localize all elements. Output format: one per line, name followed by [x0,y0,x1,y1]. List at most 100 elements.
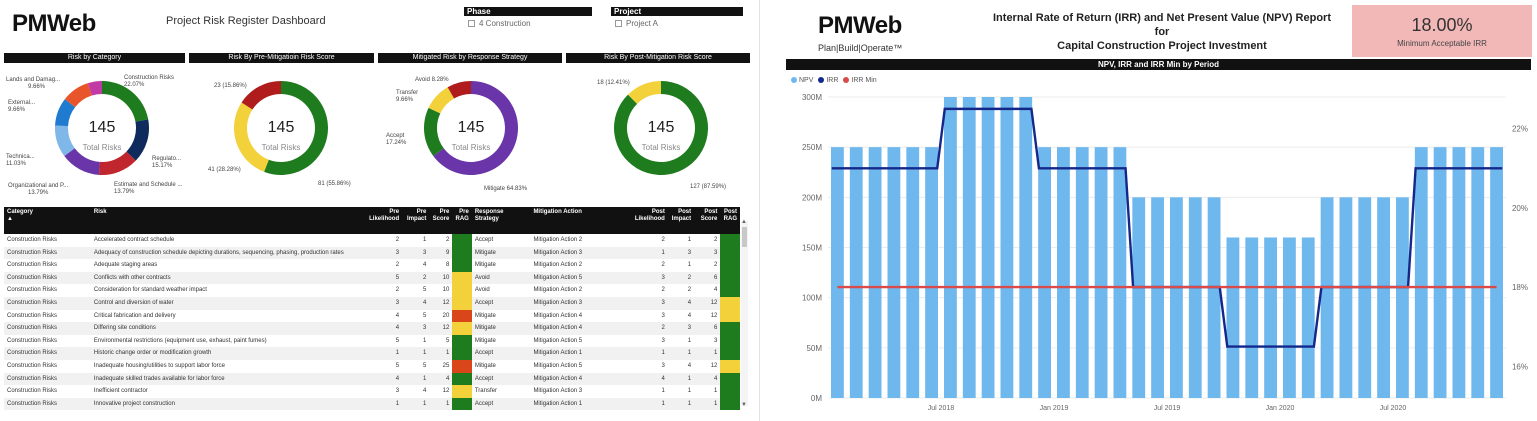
scroll-down-icon[interactable]: ▼ [741,402,747,408]
npv-bar[interactable] [1490,147,1503,398]
table-row[interactable]: Construction Risks Innovative project con… [4,397,740,411]
col-post-impact[interactable]: Post Impact [671,209,692,222]
npv-bar[interactable] [1000,97,1014,398]
npv-bar[interactable] [849,147,863,398]
legend-npv[interactable]: NPV [799,77,814,84]
npv-bar[interactable] [1019,97,1033,398]
table-row[interactable]: Construction Risks Inadequate housing/uti… [4,359,740,373]
cell-category: Construction Risks [7,262,58,269]
table-row[interactable]: Construction Risks Inefficient contractor… [4,385,740,398]
table-row[interactable]: Construction Risks Critical fabrication a… [4,309,740,323]
table-row[interactable]: Construction Risks Environmental restrict… [4,334,740,348]
npv-bar[interactable] [1057,147,1070,398]
npv-bar[interactable] [1264,237,1277,398]
cell-post-impact: 3 [687,249,692,256]
donut-slice-pre-score-2[interactable] [241,81,281,110]
npv-bar[interactable] [981,97,995,398]
col-post-rag[interactable]: Post RAG [723,209,737,222]
col-pre-likelihood[interactable]: Pre Likelihood [369,209,400,222]
min-irr-value: 18.00% [1411,15,1473,35]
npv-bar[interactable] [831,147,844,398]
donut-slice-pre-score-1[interactable] [233,102,269,172]
project-filter[interactable]: Project Project A [611,7,743,31]
npv-bar[interactable] [1038,147,1051,398]
npv-bar[interactable] [925,147,938,398]
legend-irr[interactable]: IRR [826,77,839,84]
table-row[interactable]: Construction Risks Adequate staging areas… [4,259,740,272]
donut-slice-pre-score-0[interactable] [264,81,328,175]
table-row[interactable]: Construction Risks Conflicts with other c… [4,271,740,285]
cell-post-score: 12 [710,362,718,369]
donut-slice-category-5[interactable] [55,99,76,127]
donut-slice-category-6[interactable] [64,83,92,108]
donut-slice-category-7[interactable] [87,81,102,96]
cell-pre-score: 12 [442,299,450,306]
donut-slice-category-2[interactable] [98,151,136,175]
donut-slice-post-score-1[interactable] [627,81,661,104]
table-row[interactable]: Construction Risks Historic change order … [4,347,740,360]
phase-filter[interactable]: Phase 4 Construction [464,7,592,31]
col-post-score[interactable]: Post Score [700,209,718,222]
npv-bar[interactable] [1396,197,1409,398]
col-response-strategy[interactable]: Response Strategy [474,209,504,222]
donut-slice-response-0[interactable] [433,81,518,175]
scroll-up-icon[interactable]: ▲ [741,219,747,225]
npv-bar[interactable] [1207,197,1221,398]
table-row[interactable]: Construction Risks Control and diversion … [4,296,740,310]
scroll-thumb[interactable] [742,227,747,247]
npv-bar[interactable] [1452,147,1466,398]
donut-slice-category-0[interactable] [102,81,149,122]
npv-bar[interactable] [1301,237,1315,398]
npv-bar[interactable] [887,147,901,398]
phase-option[interactable]: 4 Construction [464,16,592,31]
legend-irr-min[interactable]: IRR Min [851,77,877,84]
npv-bar[interactable] [1433,147,1447,398]
project-option[interactable]: Project A [611,16,743,31]
npv-chart-legend[interactable]: NPV IRR IRR Min [788,77,877,84]
npv-bar[interactable] [1358,197,1372,398]
donut-slice-category-4[interactable] [55,125,75,157]
cell-post-score: 2 [714,262,718,269]
donut-slice-category-1[interactable] [126,119,149,161]
npv-bar[interactable] [1226,237,1240,398]
col-pre-score[interactable]: Pre Score [432,209,450,222]
npv-bar[interactable] [1075,147,1089,398]
table-row[interactable]: Construction Risks Inadequate skilled tra… [4,372,740,386]
npv-bar[interactable] [1471,147,1485,398]
table-row[interactable]: Construction Risks Adequacy of constructi… [4,246,740,260]
donut-slice-response-2[interactable] [428,87,455,114]
npv-bar[interactable] [1377,197,1390,398]
npv-bar[interactable] [1151,197,1164,398]
npv-bar[interactable] [944,97,957,398]
npv-bar[interactable] [1414,147,1428,398]
npv-bar[interactable] [1094,147,1108,398]
col-category[interactable]: Category ▲ [7,209,34,222]
npv-bar[interactable] [906,147,920,398]
table-row[interactable]: Construction Risks Consideration for stan… [4,284,740,297]
npv-bar[interactable] [1188,197,1202,398]
npv-bar[interactable] [1283,237,1296,398]
table-row[interactable]: Construction Risks Accelerated contract s… [4,234,740,247]
col-post-likelihood[interactable]: Post Likelihood [634,209,665,222]
table-row[interactable]: Construction Risks Differing site conditi… [4,322,740,335]
npv-bar[interactable] [1320,197,1334,398]
cell-pre-likelihood: 2 [395,237,400,243]
donut-slice-response-3[interactable] [447,81,471,99]
npv-bar[interactable] [962,97,976,398]
col-mitigation-action[interactable]: Mitigation Action [533,209,582,215]
col-pre-rag[interactable]: Pre RAG [455,209,469,222]
donut-slice-response-1[interactable] [424,107,444,157]
npv-bar[interactable] [1132,197,1146,398]
checkbox-icon[interactable] [615,20,622,27]
checkbox-icon[interactable] [468,20,475,27]
npv-bar[interactable] [1245,237,1259,398]
npv-bar[interactable] [1170,197,1183,398]
cell-post-likelihood: 1 [661,249,665,256]
table-scrollbar[interactable]: ▲ ▼ [741,219,748,408]
col-risk[interactable]: Risk [93,209,107,215]
npv-bar[interactable] [868,147,882,398]
donut-slice-category-3[interactable] [64,148,100,175]
col-pre-impact[interactable]: Pre Impact [407,209,427,222]
npv-bar[interactable] [1113,147,1127,398]
npv-bar[interactable] [1339,197,1353,398]
